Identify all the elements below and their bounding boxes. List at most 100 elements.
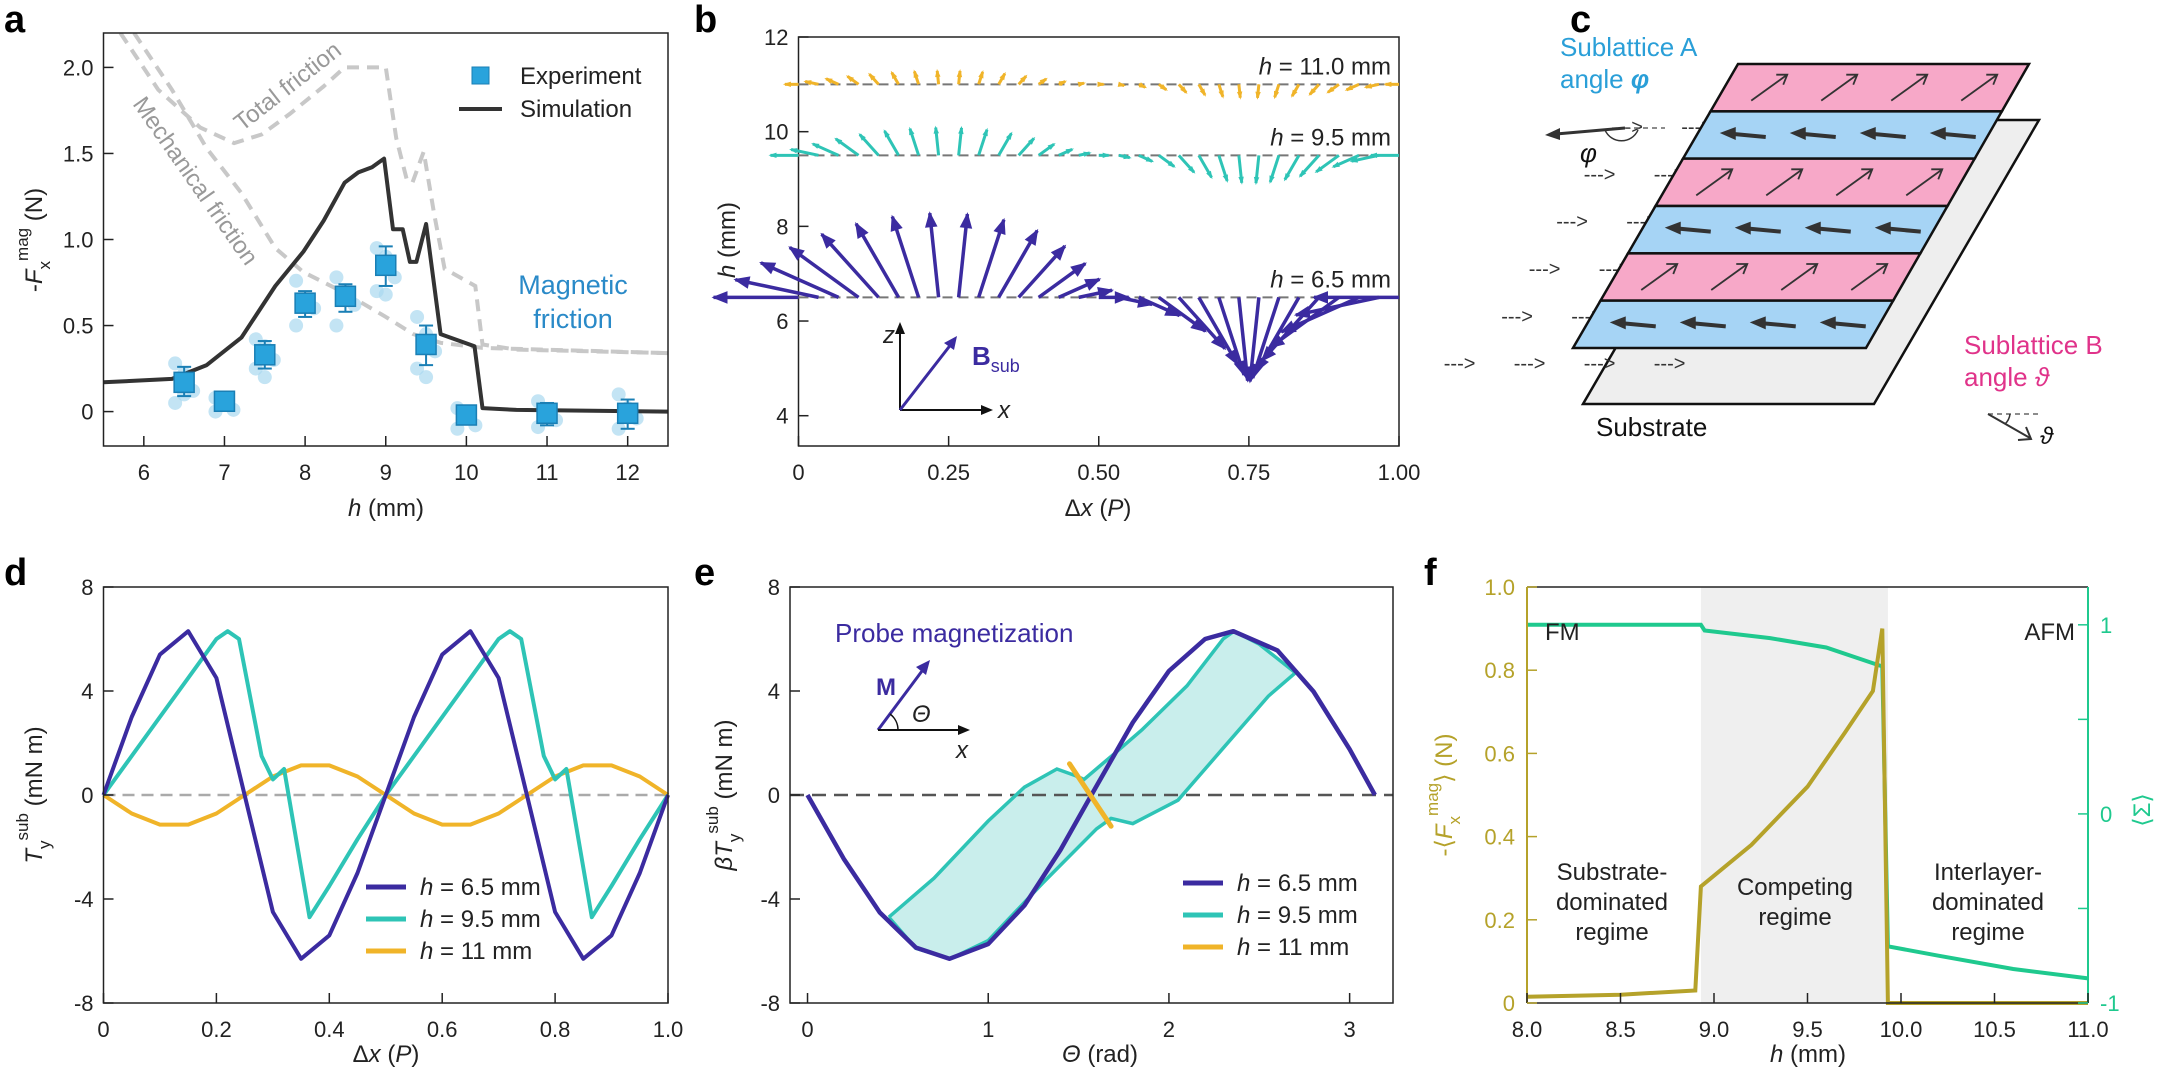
field-arrowhead-icon bbox=[1083, 151, 1092, 157]
field-arrowhead-icon bbox=[1077, 81, 1086, 88]
spin-arrow-b bbox=[1780, 263, 1818, 291]
field-arrowhead-icon bbox=[978, 70, 984, 79]
x-tick-label: 9.0 bbox=[1699, 1017, 1730, 1042]
row-label-h-6.5: h = 6.5 mm bbox=[1270, 266, 1391, 293]
inset-z-label: z bbox=[882, 322, 895, 349]
field-arrowhead-icon bbox=[1363, 83, 1373, 89]
f-right-y-axis-label: ⟨Σ⟩ bbox=[2129, 793, 2156, 827]
field-arrowhead-icon bbox=[1293, 306, 1311, 319]
field-arrow bbox=[788, 245, 860, 299]
y-tick-label: 1.0 bbox=[63, 228, 94, 253]
x-tick-label: 0.2 bbox=[201, 1017, 232, 1042]
b-sub-arrowhead-icon bbox=[944, 336, 957, 350]
theta-arrowhead-icon bbox=[2017, 426, 2033, 441]
field-arrowhead-icon bbox=[1145, 156, 1155, 163]
field-arrowhead-icon bbox=[1222, 174, 1228, 183]
legend-simulation-label: Simulation bbox=[520, 96, 632, 123]
field-arrowhead-icon bbox=[782, 81, 791, 87]
field-arrow bbox=[890, 216, 921, 298]
field-arrowhead-icon bbox=[1039, 77, 1048, 85]
field-arrowhead-icon bbox=[1084, 278, 1102, 291]
y-tick-label: 0 bbox=[81, 400, 93, 425]
x-tick-label: 10.0 bbox=[1880, 1017, 1923, 1042]
trial-point bbox=[257, 370, 272, 385]
field-arrow bbox=[1295, 295, 1380, 317]
x-tick-label: 12 bbox=[615, 460, 639, 485]
trial-point bbox=[611, 387, 626, 402]
field-arrowhead-icon bbox=[711, 291, 728, 304]
substrate-dashed-arrow: ---> bbox=[1514, 353, 1546, 375]
field-arrowhead-icon bbox=[868, 72, 876, 81]
experiment-point bbox=[254, 344, 276, 366]
row-label-value: = 6.5 mm bbox=[1284, 266, 1391, 293]
y-tick-label: 2.0 bbox=[63, 55, 94, 80]
y-tick-label: 1.5 bbox=[63, 141, 94, 166]
field-arrowhead-icon bbox=[1268, 334, 1286, 349]
field-arrowhead-icon bbox=[1065, 148, 1074, 155]
magnetic-friction-annotation-2: friction bbox=[533, 304, 613, 334]
spin-arrow-a bbox=[1623, 321, 1656, 329]
spin-arrow-b bbox=[1640, 263, 1678, 291]
field-arrowhead-icon bbox=[1006, 131, 1013, 140]
y-left-tick-label: 0.4 bbox=[1484, 825, 1515, 850]
experiment-point bbox=[213, 390, 236, 413]
competing-regime-label-1: Competing bbox=[1737, 874, 1853, 901]
field-arrowhead-icon bbox=[956, 69, 963, 78]
inset-m-label: M bbox=[876, 674, 896, 701]
experiment-point bbox=[616, 402, 639, 425]
sublattice-a-label: Sublattice A bbox=[1560, 32, 1698, 62]
field-arrowhead-icon bbox=[959, 212, 973, 229]
substrate-label: Substrate bbox=[1596, 412, 1707, 442]
x-tick-label: 0.6 bbox=[427, 1017, 458, 1042]
field-arrowhead-icon bbox=[1190, 317, 1207, 333]
field-arrowhead-icon bbox=[999, 71, 1006, 81]
panel-label-d: d bbox=[4, 552, 27, 594]
x-tick-label: 0 bbox=[97, 1017, 109, 1042]
row-label-value: = 11.0 mm bbox=[1272, 53, 1391, 80]
spin-arrowhead-a-icon bbox=[1819, 316, 1836, 330]
field-arrowhead-icon bbox=[1138, 82, 1148, 89]
x-tick-label: 0.8 bbox=[540, 1017, 571, 1042]
spin-arrowhead-b-icon bbox=[1776, 73, 1789, 86]
field-arrowhead-icon bbox=[834, 137, 843, 145]
legend-value: = 6.5 mm bbox=[1250, 870, 1357, 897]
field-arrowhead-icon bbox=[1369, 152, 1377, 158]
x-tick-label: 11 bbox=[536, 460, 559, 485]
y-tick-label: -8 bbox=[74, 991, 94, 1016]
panel-label-e: e bbox=[694, 552, 715, 594]
field-arrowhead-icon bbox=[958, 125, 964, 135]
field-arrowhead-icon bbox=[883, 129, 890, 138]
substrate-dashed-arrow: ---> bbox=[1444, 353, 1476, 375]
field-arrowhead-icon bbox=[768, 152, 777, 158]
spin-arrowhead-a-icon bbox=[1859, 127, 1876, 140]
x-tick-label: 8 bbox=[299, 460, 311, 485]
trial-point bbox=[329, 270, 344, 285]
legend-var: h bbox=[1237, 902, 1250, 929]
spin-arrow-b bbox=[1850, 263, 1888, 291]
spin-arrowhead-b-icon bbox=[1931, 168, 1944, 180]
legend-experiment-marker bbox=[471, 66, 490, 85]
field-arrowhead-icon bbox=[1024, 228, 1039, 246]
field-arrowhead-icon bbox=[913, 69, 919, 78]
x-tick-label: 0.4 bbox=[314, 1017, 345, 1042]
x-arrowhead-icon bbox=[981, 405, 993, 415]
spin-arrow-a bbox=[1888, 226, 1921, 234]
series-line bbox=[1067, 761, 1114, 829]
spin-arrowhead-a-icon bbox=[1929, 127, 1946, 140]
field-arrowhead-icon bbox=[1326, 86, 1335, 94]
trial-point bbox=[289, 273, 304, 288]
substrate-dashed-arrow: ---> bbox=[1501, 306, 1533, 328]
field-arrowhead-icon bbox=[1260, 345, 1277, 362]
field-arrowhead-icon bbox=[1188, 166, 1196, 174]
field-arrowhead-icon bbox=[1255, 91, 1261, 100]
spin-arrow-b bbox=[1960, 73, 1998, 102]
legend-label: h = 6.5 mm bbox=[1237, 870, 1358, 897]
substrate-dashed-arrow: ---> bbox=[1584, 353, 1616, 375]
field-arrowhead-icon bbox=[890, 70, 898, 80]
spin-arrow-b bbox=[1750, 73, 1788, 102]
x-tick-label: 0 bbox=[792, 460, 804, 485]
field-arrow bbox=[928, 213, 941, 298]
spin-arrowhead-b-icon bbox=[1876, 263, 1889, 275]
field-arrowhead-icon bbox=[788, 246, 805, 261]
